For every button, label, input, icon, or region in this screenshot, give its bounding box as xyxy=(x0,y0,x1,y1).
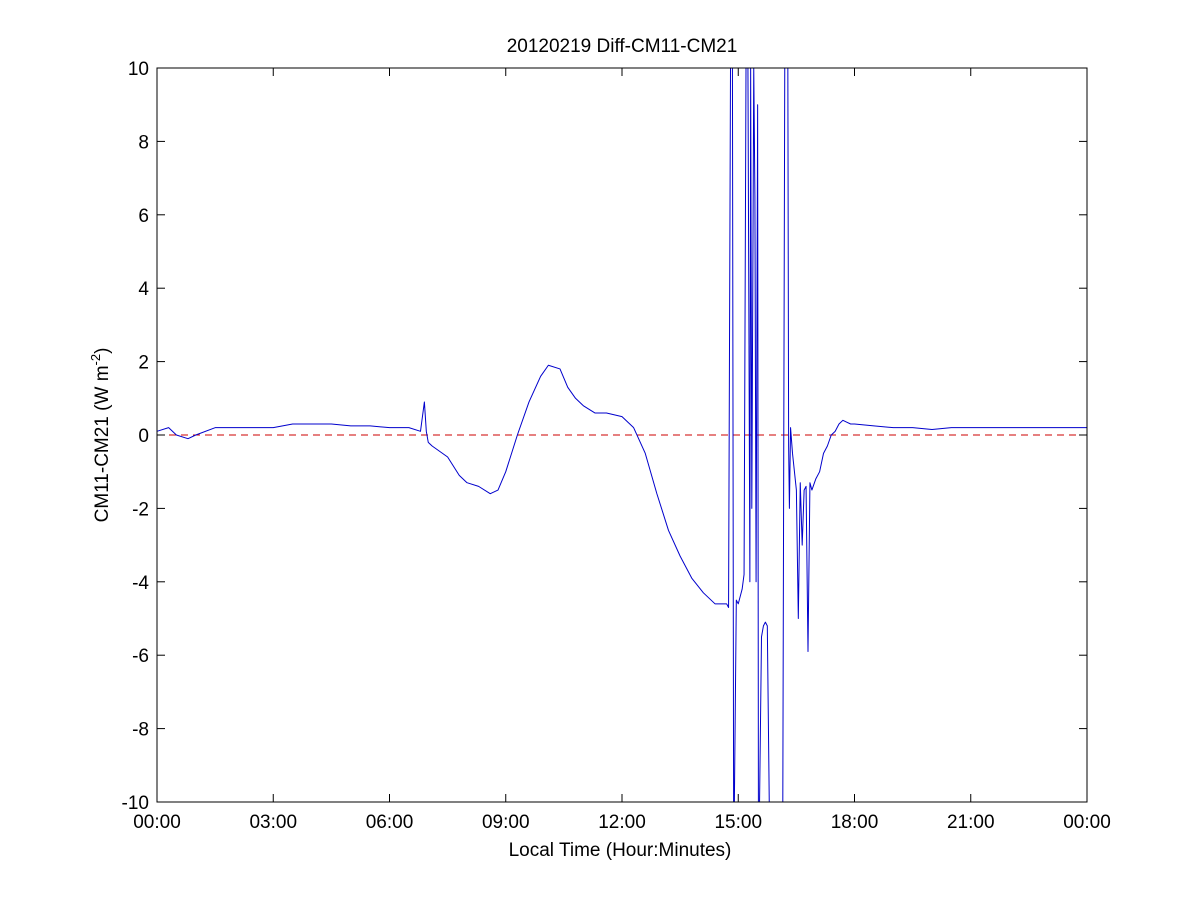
y-tick-label: -8 xyxy=(132,720,149,741)
chart-title: 20120219 Diff-CM11-CM21 xyxy=(507,36,738,57)
x-tick-label: 21:00 xyxy=(947,812,995,833)
x-tick-label: 06:00 xyxy=(366,812,414,833)
x-tick-label: 03:00 xyxy=(249,812,297,833)
y-tick-label: -10 xyxy=(122,793,149,814)
plot-area xyxy=(157,68,1087,802)
y-tick-label: 6 xyxy=(138,206,149,227)
y-axis-label-close: ) xyxy=(92,348,113,354)
y-tick-label: 10 xyxy=(128,59,149,80)
x-tick-label: 00:00 xyxy=(1063,812,1111,833)
y-tick-label: 8 xyxy=(138,132,149,153)
x-tick-label: 00:00 xyxy=(133,812,181,833)
x-tick-label: 09:00 xyxy=(482,812,530,833)
y-axis-label: CM11-CM21 (W m-2) xyxy=(88,348,113,523)
y-tick-label: 0 xyxy=(138,426,149,447)
y-tick-label: 2 xyxy=(138,353,149,374)
y-axis-label-superscript: -2 xyxy=(88,354,103,366)
x-tick-label: 18:00 xyxy=(831,812,879,833)
y-tick-label: -6 xyxy=(132,646,149,667)
y-tick-label: -4 xyxy=(132,573,149,594)
x-axis-label: Local Time (Hour:Minutes) xyxy=(509,840,732,861)
y-axis-label-main: CM11-CM21 (W m xyxy=(92,365,113,522)
x-tick-label: 15:00 xyxy=(714,812,762,833)
y-tick-label: -2 xyxy=(132,499,149,520)
y-tick-label: 4 xyxy=(138,279,149,300)
x-tick-label: 12:00 xyxy=(598,812,646,833)
